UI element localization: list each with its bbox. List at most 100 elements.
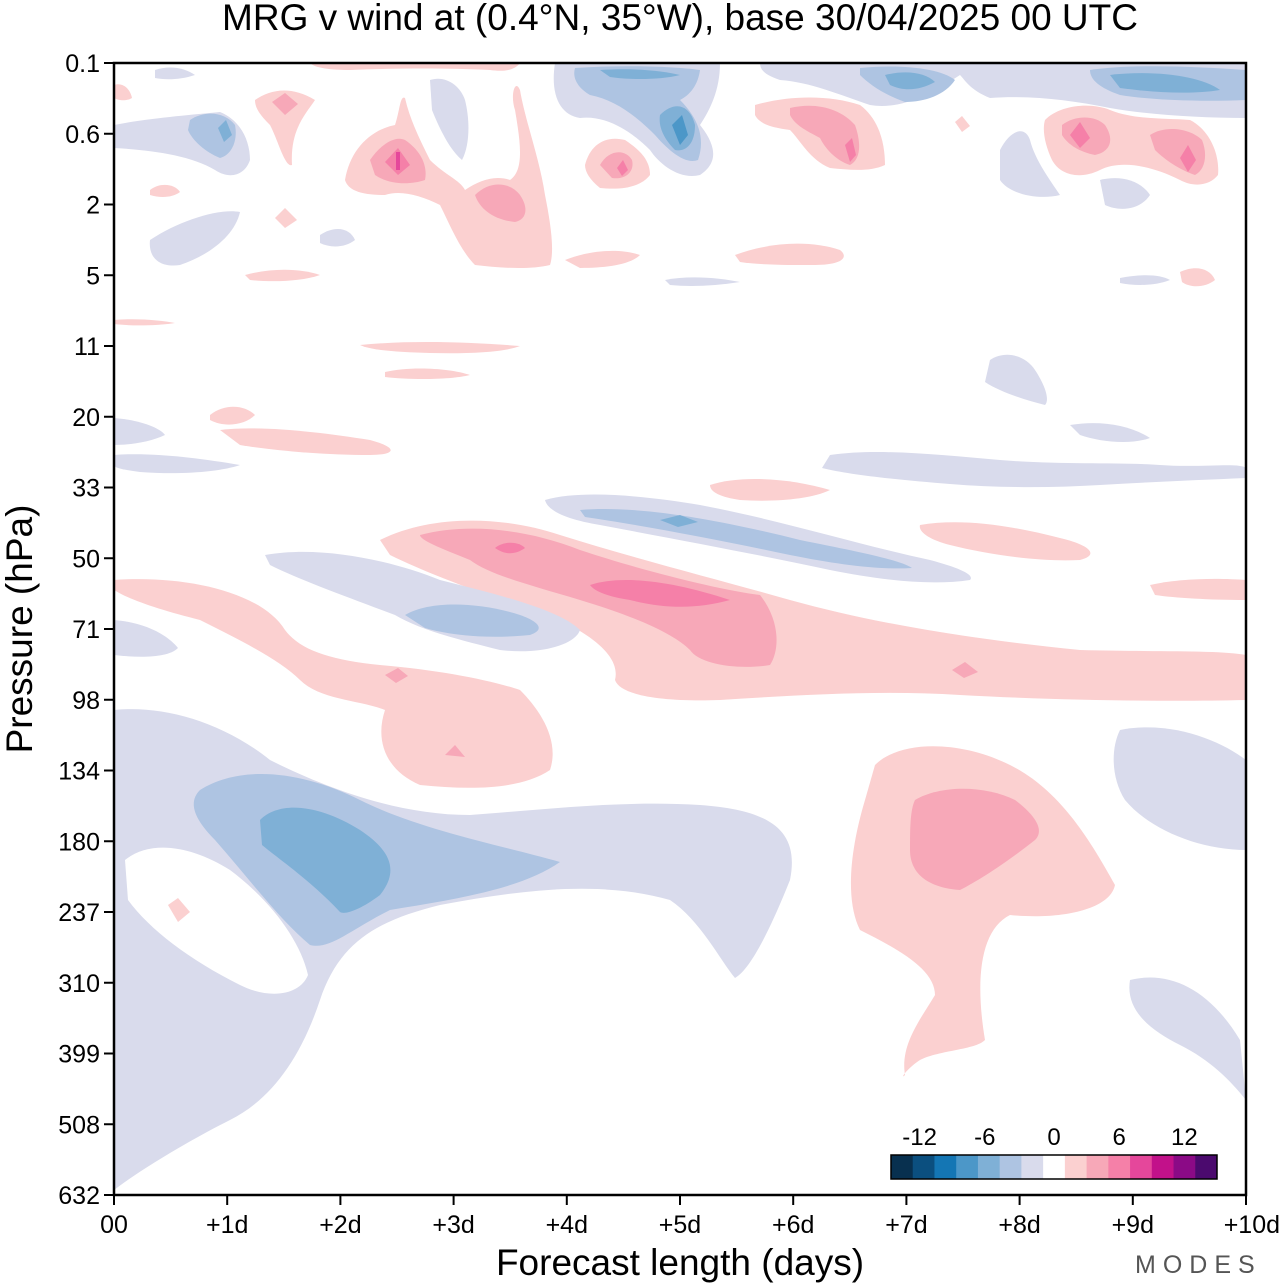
colorbar-label: -12	[902, 1124, 937, 1151]
contour-pos-2-20	[220, 428, 391, 455]
colorbar-frame	[890, 1154, 1218, 1180]
contour-neg-2-2	[1100, 178, 1150, 209]
contour-pos-2-4	[565, 250, 640, 268]
contour-pos-2-40	[919, 522, 1091, 561]
colorbar-swatch	[1130, 1155, 1153, 1179]
contour-neg-4-band	[580, 509, 912, 569]
x-tick-label: +2d	[319, 1211, 361, 1239]
colorbar-swatch	[1043, 1155, 1066, 1179]
x-tick-label: +7d	[885, 1211, 927, 1239]
x-tick-label: 00	[100, 1211, 128, 1239]
x-tick-label: +3d	[432, 1211, 474, 1239]
contour-neg-2-20c	[1070, 423, 1150, 442]
x-axis-label: Forecast length (days)	[496, 1242, 864, 1283]
contour-pos-4-spot4	[952, 662, 978, 678]
colorbar-label: 6	[1113, 1124, 1126, 1151]
contour-pos-4-spot2	[385, 668, 408, 683]
colorbar-swatch	[934, 1155, 957, 1179]
contour-pos-6-0.9	[1180, 145, 1196, 172]
contour-pos-6-0.7	[845, 138, 856, 162]
plot-area	[114, 63, 1246, 1195]
contour-pos-2-5b	[245, 269, 320, 282]
contour-neg-4-left	[405, 604, 539, 637]
contour-pos-4-0.3	[272, 93, 298, 115]
y-tick-label: 2	[86, 192, 100, 220]
y-tick-label: 33	[72, 475, 100, 503]
y-tick-label: 508	[58, 1111, 100, 1139]
contour-neg-2-20	[114, 454, 240, 474]
x-tick-label: +1d	[206, 1211, 248, 1239]
chart-title: MRG v wind at (0.4°N, 35°W), base 30/04/…	[222, 0, 1138, 38]
y-axis-label: Pressure (hPa)	[0, 505, 40, 754]
contour-neg-6-0.6	[218, 120, 232, 142]
contour-pos-4-band	[420, 528, 777, 667]
contour-neg-2-33	[822, 452, 1246, 488]
colorbar-label: 0	[1047, 1124, 1060, 1151]
contour-pos-6-1b	[617, 160, 628, 176]
colorbar-swatch	[912, 1155, 935, 1179]
colorbar: -12 -6 0 6 12	[890, 1124, 1218, 1180]
y-tick-label: 5	[86, 262, 100, 290]
contour-pos-2-2b	[310, 63, 520, 71]
contour-pos-8-1	[396, 152, 400, 170]
colorbar-swatch	[1021, 1155, 1044, 1179]
x-tick-label: +9d	[1112, 1211, 1154, 1239]
contour-neg-6	[260, 807, 391, 913]
contour-pos-6-0.6	[1070, 122, 1090, 148]
contour-pos-2-20b	[210, 406, 255, 425]
colorbar-swatch	[1064, 1155, 1088, 1179]
contour-pos-2-mid	[114, 579, 553, 788]
contour-pos-2-0.8	[955, 116, 970, 132]
contour-pos-2-0.3	[255, 90, 315, 166]
colorbar-swatch	[1173, 1155, 1196, 1179]
colorbar-swatch	[1086, 1155, 1109, 1179]
contour-neg-2-far-left	[114, 620, 178, 657]
contour-neg-2-5	[665, 277, 740, 286]
colorbar-swatch	[1195, 1155, 1218, 1179]
contour-pos-2-2c	[275, 208, 297, 228]
contour-pos-4-spot3	[445, 745, 465, 757]
y-tick-label: 0.1	[65, 50, 100, 78]
y-tick-label: 134	[58, 758, 100, 786]
contour-neg-2-3	[149, 211, 240, 266]
y-tick-label: 399	[58, 1041, 100, 1069]
contour-pos-4-2	[475, 184, 526, 222]
brand-logo: MODES	[1135, 1251, 1262, 1279]
contour-pos-2-5c	[1180, 268, 1215, 287]
colorbar-swatch	[891, 1155, 914, 1179]
colorbar-swatch	[1108, 1155, 1131, 1179]
contour-neg-2-20b	[114, 418, 165, 445]
contour-pos-2-1	[345, 85, 553, 269]
x-tick-label: +4d	[546, 1211, 588, 1239]
x-tick-label: +6d	[772, 1211, 814, 1239]
contour-pos-2-0.2	[114, 84, 132, 101]
contour-zero-hole	[125, 847, 308, 994]
contour-neg-2-5b	[1120, 275, 1170, 285]
colorbar-label: -6	[974, 1124, 995, 1151]
y-tick-label: 237	[58, 899, 100, 927]
contour-pos-2-5	[735, 243, 844, 265]
colorbar-swatch	[977, 1155, 1001, 1179]
contour-pos-6-spot	[495, 542, 525, 554]
contour-neg-6-spot	[660, 515, 698, 527]
contour-pos-2-11b	[385, 368, 470, 380]
x-axis: 00 +1d +2d +3d +4d +5d +6d +7d +8d +9d +10d	[100, 1195, 1280, 1239]
contour-neg-2-2c	[320, 228, 355, 247]
contour-neg-2-0.3	[430, 78, 469, 160]
contour-neg-2-11	[985, 354, 1047, 405]
contour-neg-6-0.1	[600, 69, 680, 80]
y-tick-label: 0.6	[65, 121, 100, 149]
contour-neg-2-1	[1000, 131, 1060, 197]
contour-neg-2c	[1129, 977, 1246, 1100]
contour-pos-2-2d	[168, 898, 190, 922]
contour-pos-2-50r	[1150, 578, 1246, 600]
x-tick-label: +10d	[1224, 1211, 1280, 1239]
colorbar-swatch	[956, 1155, 979, 1179]
y-tick-label: 71	[72, 616, 100, 644]
y-tick-label: 11	[74, 333, 100, 361]
contour-neg-8-0.5	[672, 115, 688, 145]
y-tick-label: 632	[58, 1182, 100, 1210]
contour-pos-2-1c	[150, 184, 180, 197]
y-tick-label: 98	[72, 687, 100, 715]
